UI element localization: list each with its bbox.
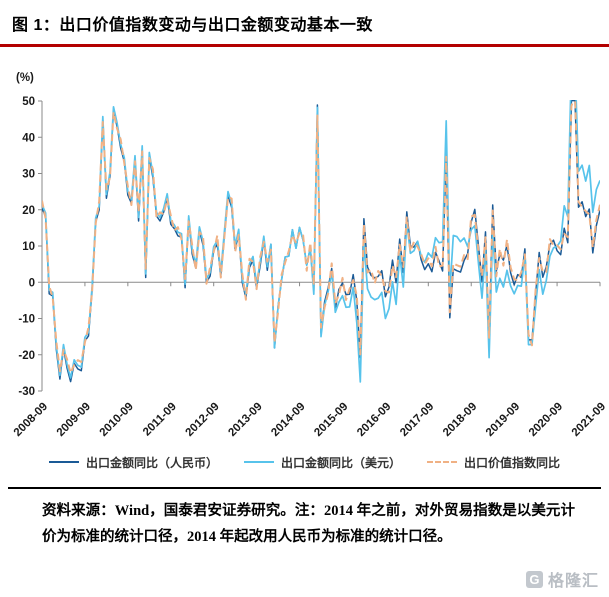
svg-text:2010-09: 2010-09	[98, 401, 136, 439]
legend-item-export-rmb: 出口金额同比（人民币）	[48, 454, 218, 471]
svg-text:40: 40	[22, 132, 35, 144]
svg-text:10: 10	[22, 241, 35, 253]
svg-text:2016-09: 2016-09	[355, 401, 393, 439]
legend-label-index: 出口价值指数同比	[464, 455, 561, 470]
svg-text:2020-09: 2020-09	[527, 401, 565, 439]
watermark-brand-text: 格隆汇	[547, 573, 599, 590]
legend-line-swatch-usd	[243, 461, 274, 463]
chart-legend: 出口金额同比（人民币） 出口金额同比（美元） 出口价值指数同比	[0, 451, 609, 473]
svg-text:2011-09: 2011-09	[141, 401, 179, 439]
svg-text:50: 50	[22, 96, 35, 108]
legend-line-swatch-index	[427, 461, 457, 463]
figure-title: 图 1：出口价值指数变动与出口金额变动基本一致	[0, 0, 609, 47]
legend-item-value-index: 出口价值指数同比	[427, 454, 560, 471]
line-chart: 50 40 30 20 10 0 -10 -20 -30 (%) 2008-09 2009-09 201…	[0, 51, 609, 451]
legend-line-swatch-rmb	[48, 461, 79, 463]
svg-text:-10: -10	[18, 314, 35, 326]
svg-text:-20: -20	[18, 350, 35, 362]
svg-text:2021-09: 2021-09	[570, 401, 608, 439]
svg-text:2014-09: 2014-09	[269, 401, 307, 439]
legend-item-export-usd: 出口金额同比（美元）	[243, 454, 401, 471]
svg-text:2017-09: 2017-09	[398, 401, 436, 439]
svg-text:2008-09: 2008-09	[12, 401, 50, 439]
legend-label-rmb: 出口金额同比（人民币）	[85, 455, 218, 470]
svg-text:-30: -30	[18, 386, 35, 398]
svg-text:2009-09: 2009-09	[55, 401, 93, 439]
svg-text:2012-09: 2012-09	[183, 401, 221, 439]
svg-text:2015-09: 2015-09	[312, 401, 350, 439]
svg-text:(%): (%)	[16, 72, 34, 84]
gelonghui-logo-icon: G	[525, 570, 543, 588]
watermark: G 格隆汇	[525, 567, 599, 591]
svg-text:2019-09: 2019-09	[484, 401, 522, 439]
svg-text:20: 20	[22, 205, 35, 217]
svg-text:2018-09: 2018-09	[441, 401, 479, 439]
svg-text:0: 0	[29, 277, 35, 289]
source-footnote: 资料来源：Wind，国泰君安证券研究。注：2014 年之前，对外贸易指数是以美元…	[8, 487, 601, 551]
legend-label-usd: 出口金额同比（美元）	[280, 455, 401, 470]
svg-text:2013-09: 2013-09	[226, 401, 264, 439]
svg-text:30: 30	[22, 169, 35, 181]
